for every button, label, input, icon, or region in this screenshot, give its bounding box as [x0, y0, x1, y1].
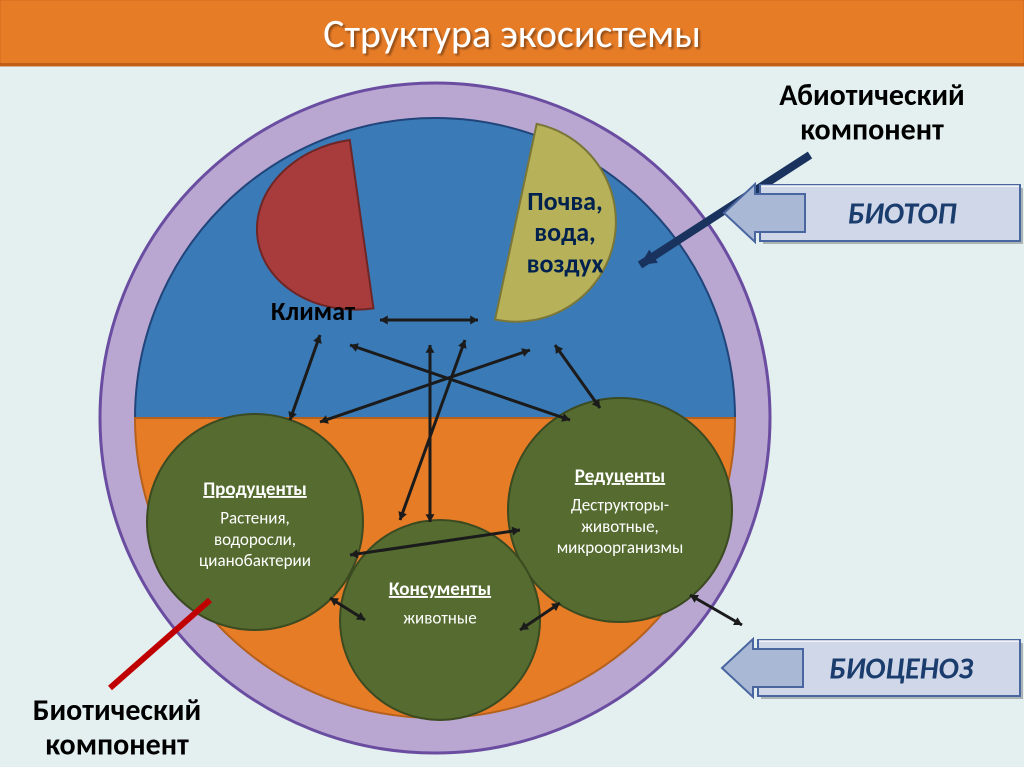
biotic-callout: Биотическийкомпонент: [33, 692, 201, 764]
diagram-svg: Структура экосистемы Климат Почва,вода,воз…: [0, 0, 1024, 767]
biotop-label: БИОТОП: [848, 196, 958, 233]
biocenoz-label: БИОЦЕНОЗ: [829, 651, 973, 688]
consumers-body: животные: [403, 608, 476, 629]
soil-label: Почва,вода,воздух: [527, 185, 604, 279]
consumers-title: Консументы: [389, 578, 491, 601]
page-title: Структура экосистемы: [323, 9, 701, 58]
producers-title: Продуценты: [203, 478, 307, 501]
climate-label: Климат: [271, 295, 355, 327]
abiotic-callout: Абиотическийкомпонент: [779, 77, 964, 149]
diagram-root: Структура экосистемы Климат Почва,вода,воз…: [0, 0, 1024, 767]
reducers-title: Редуценты: [575, 465, 665, 488]
